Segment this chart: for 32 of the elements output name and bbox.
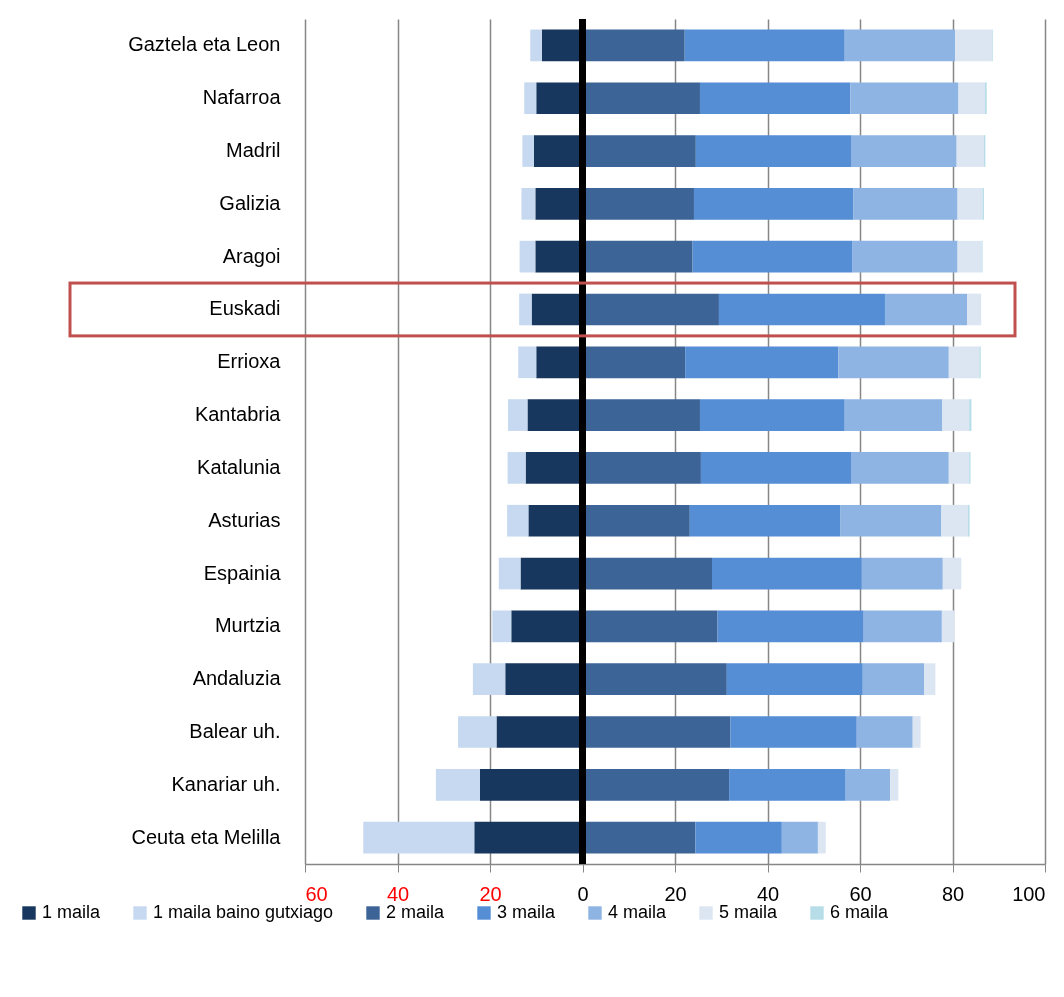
x-tick-label: 20 [479, 882, 502, 905]
y-tick-label: Euskadi [209, 297, 281, 320]
y-tick-label: Ceuta eta Melilla [131, 825, 282, 848]
y-tick-label: Nafarroa [202, 86, 282, 109]
y-tick-label: Balear uh. [189, 719, 281, 742]
y-tick-label: Asturias [208, 508, 281, 531]
x-tick-label: 60 [305, 882, 328, 905]
y-tick-label: Kantabria [194, 403, 282, 426]
y-tick-label: Katalunia [197, 455, 282, 478]
legend-label: 1 maila [42, 902, 102, 922]
legend-label: 5 maila [719, 902, 779, 922]
y-tick-label: Gaztela eta Leon [128, 33, 281, 56]
y-tick-label: Murtzia [214, 614, 282, 637]
legend-label: 6 maila [830, 902, 890, 922]
x-tick-label: 60 [849, 882, 872, 905]
legend-label: 3 maila [497, 902, 557, 922]
x-tick-label: 100 [1012, 882, 1046, 905]
x-tick-label: 0 [577, 882, 589, 905]
legend-label: 1 maila baino gutxiago [153, 902, 334, 922]
legend-label: 4 maila [608, 902, 668, 922]
x-tick-label: 80 [941, 882, 965, 905]
y-tick-label: Kanariar uh. [171, 772, 281, 795]
x-tick-label: 20 [664, 882, 687, 905]
y-tick-label: Madril [226, 139, 281, 162]
y-tick-label: Galizia [219, 191, 282, 214]
x-tick-label: 40 [756, 882, 780, 905]
y-tick-label: Andaluzia [192, 667, 282, 690]
x-tick-label: 40 [386, 882, 410, 905]
legend-label: 2 maila [386, 902, 446, 922]
y-tick-label: Aragoi [222, 244, 281, 267]
y-tick-label: Espainia [203, 561, 282, 584]
y-tick-label: Errioxa [217, 350, 282, 373]
